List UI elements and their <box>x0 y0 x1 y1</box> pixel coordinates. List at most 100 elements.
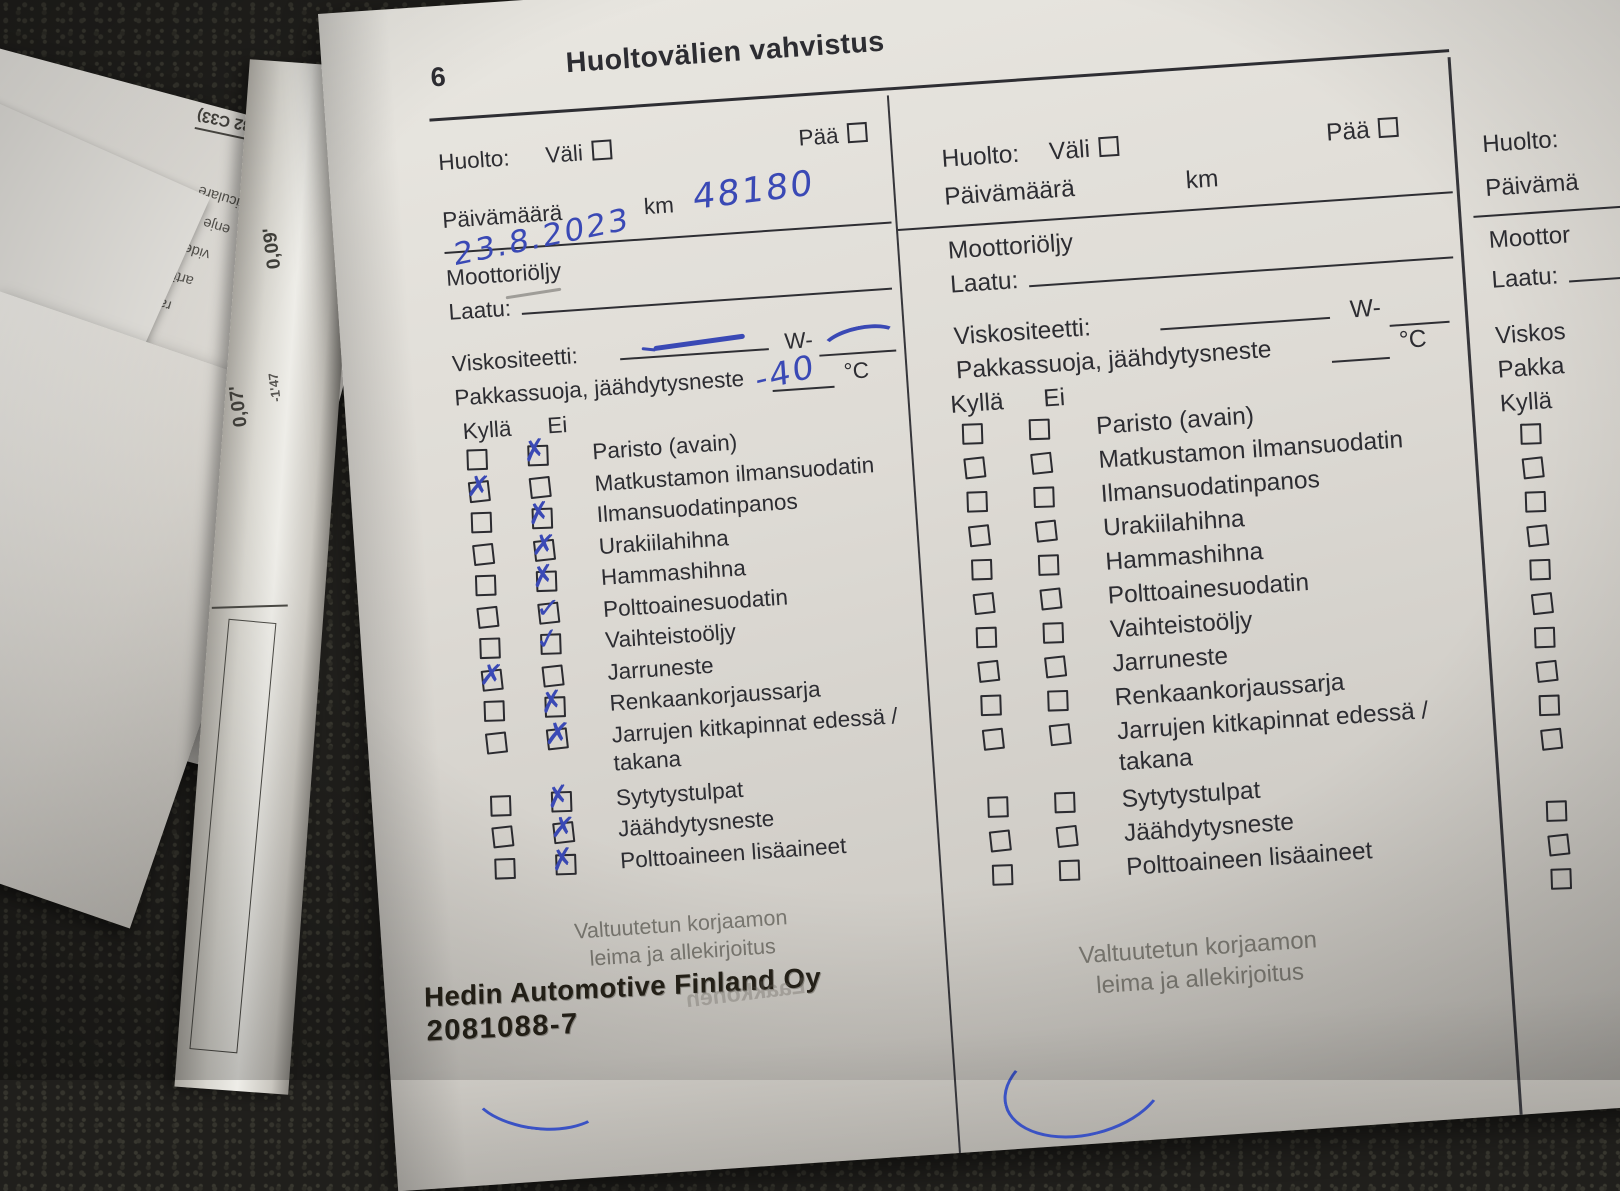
photo-of-service-booklet: { "page": { "number": "6", "title": "Huo… <box>0 0 1620 1080</box>
ink-dash-mark <box>653 333 746 352</box>
checkbox-ei <box>531 507 554 530</box>
km-label: km <box>1184 165 1220 195</box>
checkbox-ei <box>527 444 549 467</box>
checkbox-kylla <box>484 730 509 755</box>
service-booklet-page: 6 Huoltovälien vahvistus Huolto: Väli Pä… <box>318 0 1620 1191</box>
checkbox-ei <box>1030 451 1054 475</box>
checkbox-kylla <box>1539 727 1564 751</box>
huolto-label: Huolto: <box>437 145 511 176</box>
checklist-item-label: Jarruneste <box>606 652 715 685</box>
checkbox-kylla <box>1538 694 1560 717</box>
checkbox-kylla <box>491 825 515 849</box>
checkbox-ei <box>540 633 562 655</box>
checkbox-kylla <box>1519 423 1542 445</box>
vali-label: Väli <box>544 140 584 168</box>
checklist-middle: Paristo (avain) Matkustamon ilmansuodatin… <box>952 386 1503 896</box>
paivamaara-label: Päivämä <box>1484 168 1580 202</box>
checkbox-kylla <box>470 511 493 534</box>
checkbox-ei <box>555 853 577 875</box>
checkbox-kylla <box>466 448 489 471</box>
checkbox-ei <box>1033 486 1056 509</box>
checklist-right-boxes <box>1511 404 1620 901</box>
checkbox-kylla <box>977 659 1001 683</box>
huolto-label: Huolto: <box>940 140 1021 173</box>
checkbox-kylla <box>480 668 504 692</box>
paa-label: Pää <box>797 122 840 151</box>
checkbox-kylla <box>1535 659 1559 684</box>
service-entry-left: Huolto: Väli Pää Päivämäärä km 48180 23.… <box>424 95 959 1183</box>
stamp-signature-caption: Valtuutetun korjaamon leima ja allekirjo… <box>987 918 1410 1009</box>
spine-mark: -1'47 <box>265 372 284 403</box>
checkbox-kylla <box>1550 868 1572 890</box>
paa-checkbox <box>846 121 868 144</box>
checkbox-kylla <box>987 796 1010 818</box>
checkbox-kylla <box>980 694 1003 717</box>
checkbox-kylla <box>1530 591 1554 616</box>
checkbox-kylla <box>479 637 501 660</box>
checkbox-kylla <box>963 456 987 480</box>
checkbox-kylla <box>494 857 516 880</box>
page-title: Huoltovälien vahvistus <box>564 25 886 80</box>
viskositeetti-label: Viskositeetti: <box>952 314 1092 351</box>
checkbox-kylla <box>467 479 491 503</box>
checkbox-ei <box>544 696 567 718</box>
handwritten-km: 48180 <box>692 163 815 219</box>
paa-checkbox <box>1377 116 1400 139</box>
viskositeetti-blank-line <box>620 333 770 361</box>
coolant-blank-line: -40 <box>754 346 835 399</box>
checkbox-kylla <box>476 605 500 629</box>
checkbox-ei <box>1038 554 1060 576</box>
viskositeetti-label: Viskositeetti: <box>451 343 579 377</box>
celsius-label: °C <box>1398 325 1428 355</box>
checkbox-kylla <box>972 591 997 616</box>
checkbox-ei <box>1059 859 1081 882</box>
checkbox-kylla <box>1521 456 1545 480</box>
checkbox-kylla <box>489 794 512 817</box>
checkbox-kylla <box>1529 558 1551 581</box>
checkbox-ei <box>1028 418 1051 441</box>
checkbox-kylla <box>1533 626 1556 649</box>
ei-column-header: Ei <box>1042 384 1067 413</box>
checkbox-ei <box>545 726 569 751</box>
checkbox-ei <box>1039 587 1063 611</box>
laatu-label: Laatu: <box>1490 262 1560 294</box>
laatu-blank-line <box>521 287 893 315</box>
checkbox-kylla <box>968 524 992 548</box>
spine-mark: 0,07' <box>225 384 252 429</box>
checklist-left: Paristo (avain)Matkustamon ilmansuodatin… <box>458 417 939 888</box>
checkbox-ei <box>1044 655 1068 679</box>
checkbox-kylla <box>1525 524 1550 548</box>
kylla-column-header: Kyllä <box>461 415 513 445</box>
spine-mark: 0,09' <box>259 226 286 271</box>
checkbox-kylla <box>971 558 994 581</box>
checkbox-kylla <box>483 700 506 722</box>
spine-tick-line <box>211 604 288 609</box>
viskositeetti-label: Viskos <box>1494 317 1567 350</box>
checkbox-kylla <box>976 626 998 649</box>
checkbox-kylla <box>1547 833 1571 857</box>
laatu-blank-line <box>1568 267 1620 283</box>
laatu-blank-line <box>1028 256 1454 288</box>
paivamaara-label: Päivämäärä <box>943 174 1076 211</box>
checkbox-kylla <box>962 423 984 445</box>
paa-label: Pää <box>1325 116 1371 147</box>
pakkassuoja-label: Pakka <box>1496 352 1566 384</box>
checkbox-kylla <box>1545 800 1568 822</box>
entry-columns: Huolto: Väli Pää Päivämäärä km 48180 23.… <box>326 36 1620 1191</box>
vali-checkbox <box>591 139 613 161</box>
checkbox-ei <box>550 790 573 813</box>
checkbox-ei <box>1055 824 1080 849</box>
checkbox-kylla <box>1524 490 1547 513</box>
viskositeetti-blank-line <box>1160 316 1331 331</box>
checkbox-kylla <box>982 727 1006 751</box>
service-entry-middle: Huolto: Väli Pää Päivämäärä km Moottoriö… <box>889 57 1520 1153</box>
w-prefix-label: W- <box>1349 294 1382 324</box>
checkbox-ei <box>1049 723 1073 747</box>
page-number: 6 <box>429 61 447 93</box>
vali-checkbox <box>1098 135 1120 158</box>
celsius-label: °C <box>842 357 870 385</box>
checklist-item-label: Jarruneste <box>1111 642 1229 678</box>
checkbox-kylla <box>472 542 496 566</box>
moottorioljy-label: Moottoriöljy <box>947 229 1074 265</box>
checkbox-ei <box>1035 519 1059 543</box>
